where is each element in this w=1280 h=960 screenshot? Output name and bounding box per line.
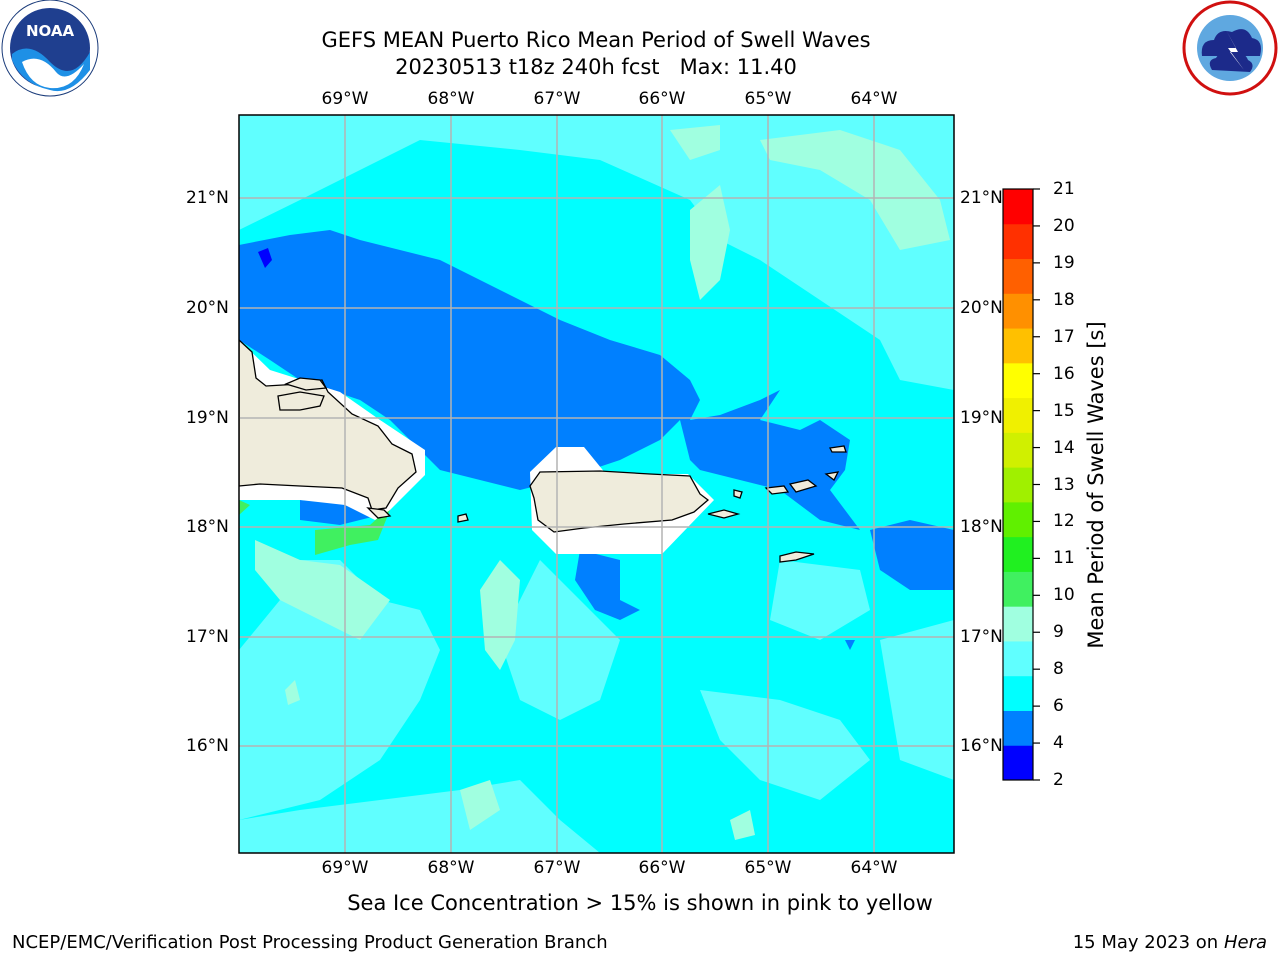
colorbar-band xyxy=(1003,501,1033,538)
colorbar-band xyxy=(1003,745,1033,781)
colorbar-band xyxy=(1003,293,1033,329)
lon-label-bottom: 65°W xyxy=(744,858,792,878)
swell-band-10-11-edge xyxy=(239,500,250,515)
swell-band-10-11 xyxy=(315,505,392,555)
lon-label-top: 68°W xyxy=(427,89,475,109)
vieques xyxy=(707,509,741,519)
run-date-text: 15 May 2023 on xyxy=(1072,932,1219,953)
colorbar-band xyxy=(1003,467,1033,503)
colorbar-tick-label: 10 xyxy=(1053,585,1075,606)
colorbar-tick-label: 21 xyxy=(1053,179,1075,199)
colorbar-tick-label: 14 xyxy=(1053,437,1075,458)
land xyxy=(239,339,847,563)
lon-label-top: 66°W xyxy=(638,89,686,109)
colorbar-band xyxy=(1003,606,1033,642)
colorbar-band xyxy=(1003,536,1033,572)
lon-label-top: 69°W xyxy=(321,89,369,109)
map-title: GEFS MEAN Puerto Rico Mean Period of Swe… xyxy=(321,28,871,52)
colorbar-band xyxy=(1003,189,1033,225)
colorbar xyxy=(1002,188,1040,781)
colorbar-band xyxy=(1003,710,1033,746)
colorbar-tick-label: 15 xyxy=(1053,400,1075,421)
isla-saona xyxy=(366,507,392,519)
colorbar-band xyxy=(1003,571,1033,607)
lon-label-top: 64°W xyxy=(850,89,898,109)
colorbar-band xyxy=(1003,328,1033,364)
lat-label-left: 19°N xyxy=(186,408,229,428)
colorbar-tick-label: 6 xyxy=(1053,696,1064,717)
virgin-gorda xyxy=(824,471,840,481)
coast-north xyxy=(284,377,328,391)
colorbar-tick-label: 12 xyxy=(1053,511,1075,532)
colorbar-band xyxy=(1003,640,1033,677)
lat-label-right: 21°N xyxy=(960,188,1003,208)
ile-de-la-tortue xyxy=(277,391,325,411)
lat-label-right: 16°N xyxy=(960,736,1003,756)
colorbar-tick-label: 19 xyxy=(1053,252,1075,273)
anegada xyxy=(829,445,847,453)
lat-label-left: 18°N xyxy=(186,517,229,537)
swell-band-8-9 xyxy=(239,115,954,853)
lat-label-left: 17°N xyxy=(186,627,229,647)
lat-label-left: 21°N xyxy=(186,188,229,208)
swell-band-4-6 xyxy=(239,230,954,650)
lat-label-left: 20°N xyxy=(186,298,229,318)
colorbar-band xyxy=(1003,258,1033,294)
nws-logo xyxy=(1182,0,1278,96)
lat-label-right: 19°N xyxy=(960,408,1003,428)
lat-label-right: 18°N xyxy=(960,517,1003,537)
lon-label-top: 67°W xyxy=(533,89,581,109)
culebra xyxy=(733,489,743,499)
st-croix xyxy=(779,551,815,563)
graticule xyxy=(239,115,954,853)
colorbar-band xyxy=(1003,397,1033,433)
swell-band-2-4 xyxy=(258,248,272,268)
colorbar-tick-label: 8 xyxy=(1053,659,1064,680)
lon-label-bottom: 67°W xyxy=(533,858,581,878)
swell-band-9-10 xyxy=(255,125,950,840)
colorbar-title: Mean Period of Swell Waves [s] xyxy=(1084,321,1108,649)
sea-ice-note: Sea Ice Concentration > 15% is shown in … xyxy=(347,891,933,915)
lat-label-right: 20°N xyxy=(960,298,1003,318)
colorbar-band xyxy=(1003,675,1033,711)
st-thomas xyxy=(764,485,790,495)
colorbar-band xyxy=(1003,223,1033,260)
puerto-rico xyxy=(529,470,710,533)
lat-label-right: 17°N xyxy=(960,627,1003,647)
colorbar-band xyxy=(1003,432,1033,468)
colorbar-band xyxy=(1003,362,1033,399)
host-name: Hera xyxy=(1223,932,1267,953)
map-frame xyxy=(238,114,955,854)
lon-label-bottom: 66°W xyxy=(638,858,686,878)
run-date: 15 May 2023 on Hera xyxy=(1073,932,1267,953)
noaa-logo: NOAA xyxy=(1,0,99,97)
colorbar-tick-label: 9 xyxy=(1053,622,1064,643)
colorbar-tick-label: 2 xyxy=(1053,770,1064,790)
colorbar-tick-label: 13 xyxy=(1053,474,1075,495)
lon-label-top: 65°W xyxy=(744,89,792,109)
colorbar-tick-label: 11 xyxy=(1053,548,1075,569)
colorbar-tick-label: 20 xyxy=(1053,215,1075,236)
colorbar-tick-label: 4 xyxy=(1053,733,1064,754)
colorbar-tick-label: 17 xyxy=(1053,326,1075,347)
tortola xyxy=(788,479,818,493)
hispaniola-east xyxy=(239,339,417,511)
map-subtitle: 20230513 t18z 240h fcst Max: 11.40 xyxy=(395,55,797,79)
lon-label-bottom: 69°W xyxy=(321,858,369,878)
lat-label-left: 16°N xyxy=(186,736,229,756)
noaa-logo-text: NOAA xyxy=(26,22,75,40)
lon-label-bottom: 64°W xyxy=(850,858,898,878)
credit-line: NCEP/EMC/Verification Post Processing Pr… xyxy=(12,932,608,953)
isla-mona xyxy=(457,513,469,523)
lon-label-bottom: 68°W xyxy=(427,858,475,878)
colorbar-tick-label: 18 xyxy=(1053,289,1075,310)
colorbar-tick-label: 16 xyxy=(1053,363,1075,384)
